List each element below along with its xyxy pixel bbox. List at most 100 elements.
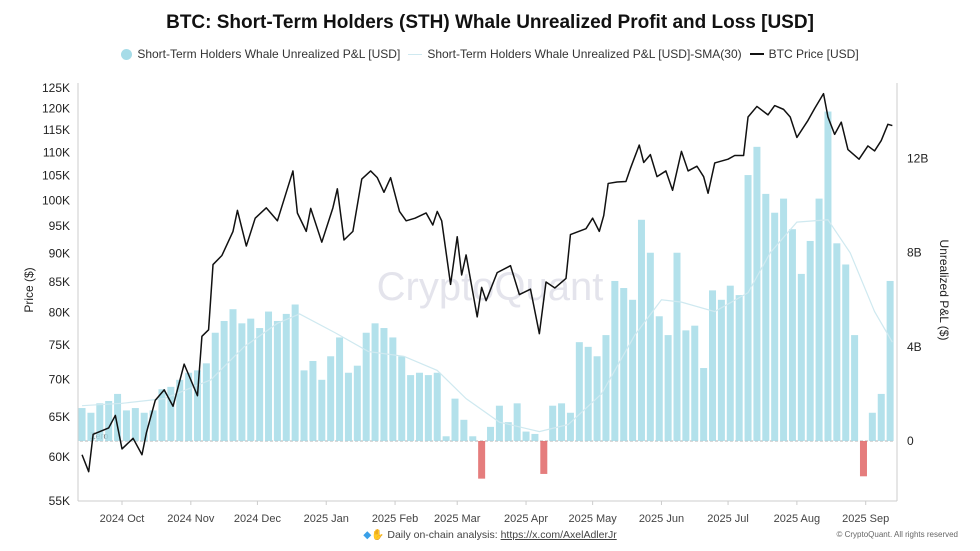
pnl-bar-positive — [780, 198, 788, 441]
y-left-tick-label: 120K — [42, 102, 70, 116]
y-left-tick-label: 65K — [49, 410, 70, 424]
pnl-bar-positive — [247, 318, 255, 441]
pnl-bar-positive — [788, 229, 796, 441]
pnl-bar-positive — [185, 372, 193, 441]
pnl-bar-positive — [753, 146, 761, 441]
pnl-bar-positive — [273, 320, 281, 441]
pnl-bar-positive — [833, 243, 841, 441]
pnl-bar-positive — [700, 368, 708, 441]
pnl-bar-positive — [566, 412, 574, 441]
legend-line-icon — [408, 53, 423, 55]
pnl-bar-positive — [265, 311, 273, 441]
pnl-bar-positive — [762, 193, 770, 441]
pnl-bar-positive — [176, 379, 184, 441]
pnl-bar-positive — [868, 412, 876, 441]
pnl-bar-positive — [211, 332, 219, 441]
gem-icon: ◆ — [363, 529, 372, 541]
pnl-bar-positive — [851, 335, 859, 441]
y-left-tick-label: 55K — [49, 494, 70, 508]
chart-title: BTC: Short-Term Holders (STH) Whale Unre… — [166, 12, 814, 33]
sma30-line — [82, 219, 893, 433]
pnl-bar-positive — [105, 400, 113, 441]
y-left-tick-label: 60K — [49, 450, 70, 464]
x-tick-label: 2025 Aug — [774, 513, 821, 525]
y-axis-right-label: Unrealized P&L ($) — [937, 240, 951, 341]
x-tick-label: 2024 Nov — [167, 513, 215, 525]
pnl-bar-positive — [806, 240, 814, 441]
pnl-bar-positive — [442, 436, 450, 441]
legend-label: BTC Price [USD] — [768, 47, 859, 61]
pnl-bar-positive — [691, 325, 699, 441]
pnl-bar-positive — [309, 360, 317, 441]
pnl-bar-positive — [167, 386, 175, 441]
pnl-bar-positive — [460, 419, 468, 441]
pnl-bar-positive — [398, 356, 406, 441]
raised-hands-icon: ✋ — [371, 529, 385, 541]
pnl-bar-positive — [549, 405, 557, 441]
y-right-tick-label: 12B — [907, 152, 928, 166]
pnl-bar-positive — [407, 375, 415, 441]
pnl-bar-positive — [709, 290, 717, 441]
y-left-tick-label: 110K — [43, 145, 70, 159]
pnl-bar-positive — [140, 412, 148, 441]
pnl-bar-positive — [620, 288, 628, 441]
pnl-bar-positive — [220, 320, 228, 441]
legend-item-sma[interactable]: Short-Term Holders Whale Unrealized P&L … — [408, 47, 742, 61]
pnl-bar-positive — [877, 393, 885, 441]
y-left-tick-label: 85K — [49, 275, 70, 289]
legend-item-price[interactable]: BTC Price [USD] — [749, 47, 859, 61]
y-left-tick-label: 95K — [49, 219, 70, 233]
legend-label: Short-Term Holders Whale Unrealized P&L … — [427, 47, 742, 61]
pnl-bar-positive — [122, 410, 130, 441]
pnl-bar-positive — [584, 346, 592, 441]
pnl-bar-positive — [771, 212, 779, 441]
watermark: CryptoQuant — [377, 265, 604, 309]
y-left-tick-label: 105K — [42, 169, 70, 183]
pnl-bar-positive — [202, 363, 210, 441]
pnl-bar-positive — [193, 370, 201, 441]
pnl-bar-positive — [673, 252, 681, 441]
pnl-bar-positive — [602, 335, 610, 441]
pnl-bar-positive — [78, 408, 86, 441]
pnl-bar-negative — [478, 440, 486, 479]
pnl-bar-positive — [504, 422, 512, 441]
y-left-tick-label: 80K — [49, 306, 70, 320]
legend: Short-Term Holders Whale Unrealized P&L … — [0, 47, 980, 61]
y-left-tick-label: 125K — [42, 81, 70, 95]
y-left-tick-label: 70K — [49, 373, 70, 387]
pnl-bar-positive — [114, 393, 122, 441]
y-left-tick-label: 100K — [42, 193, 70, 207]
pnl-bar-positive — [513, 403, 521, 441]
pnl-bar-positive — [300, 370, 308, 441]
pnl-bar-negative — [859, 440, 867, 477]
pnl-bar-positive — [291, 304, 299, 441]
pnl-bar-positive — [797, 273, 805, 441]
pnl-bar-positive — [824, 111, 832, 441]
y-left-tick-label: 90K — [49, 246, 70, 260]
pnl-bar-positive — [629, 299, 637, 441]
pnl-bar-positive — [522, 431, 530, 441]
x-tick-label: 2025 Sep — [842, 513, 889, 525]
pnl-bar-positive — [735, 295, 743, 441]
pnl-bar-positive — [318, 379, 326, 441]
pnl-bar-positive — [229, 309, 237, 441]
y-axis-left-label: Price ($) — [22, 267, 36, 312]
pnl-bar-positive — [389, 337, 397, 441]
pnl-bar-positive — [726, 285, 734, 441]
pnl-bar-positive — [815, 198, 823, 441]
pnl-bar-positive — [655, 316, 663, 441]
pnl-bar-positive — [469, 436, 477, 441]
pnl-bar-positive — [433, 372, 441, 441]
x-tick-label: 2025 Jan — [304, 513, 349, 525]
footer-link[interactable]: https://x.com/AxelAdlerJr — [500, 529, 617, 541]
pnl-bar-positive — [256, 328, 264, 441]
legend-line-icon — [749, 53, 764, 55]
pnl-bar-positive — [575, 342, 583, 441]
pnl-bar-positive — [842, 264, 850, 441]
pnl-bar-positive — [611, 280, 619, 441]
x-tick-label: 2025 Feb — [372, 513, 418, 525]
pnl-bar-positive — [664, 335, 672, 441]
x-tick-label: 2025 Jun — [639, 513, 684, 525]
legend-item-pnl[interactable]: Short-Term Holders Whale Unrealized P&L … — [121, 47, 400, 61]
